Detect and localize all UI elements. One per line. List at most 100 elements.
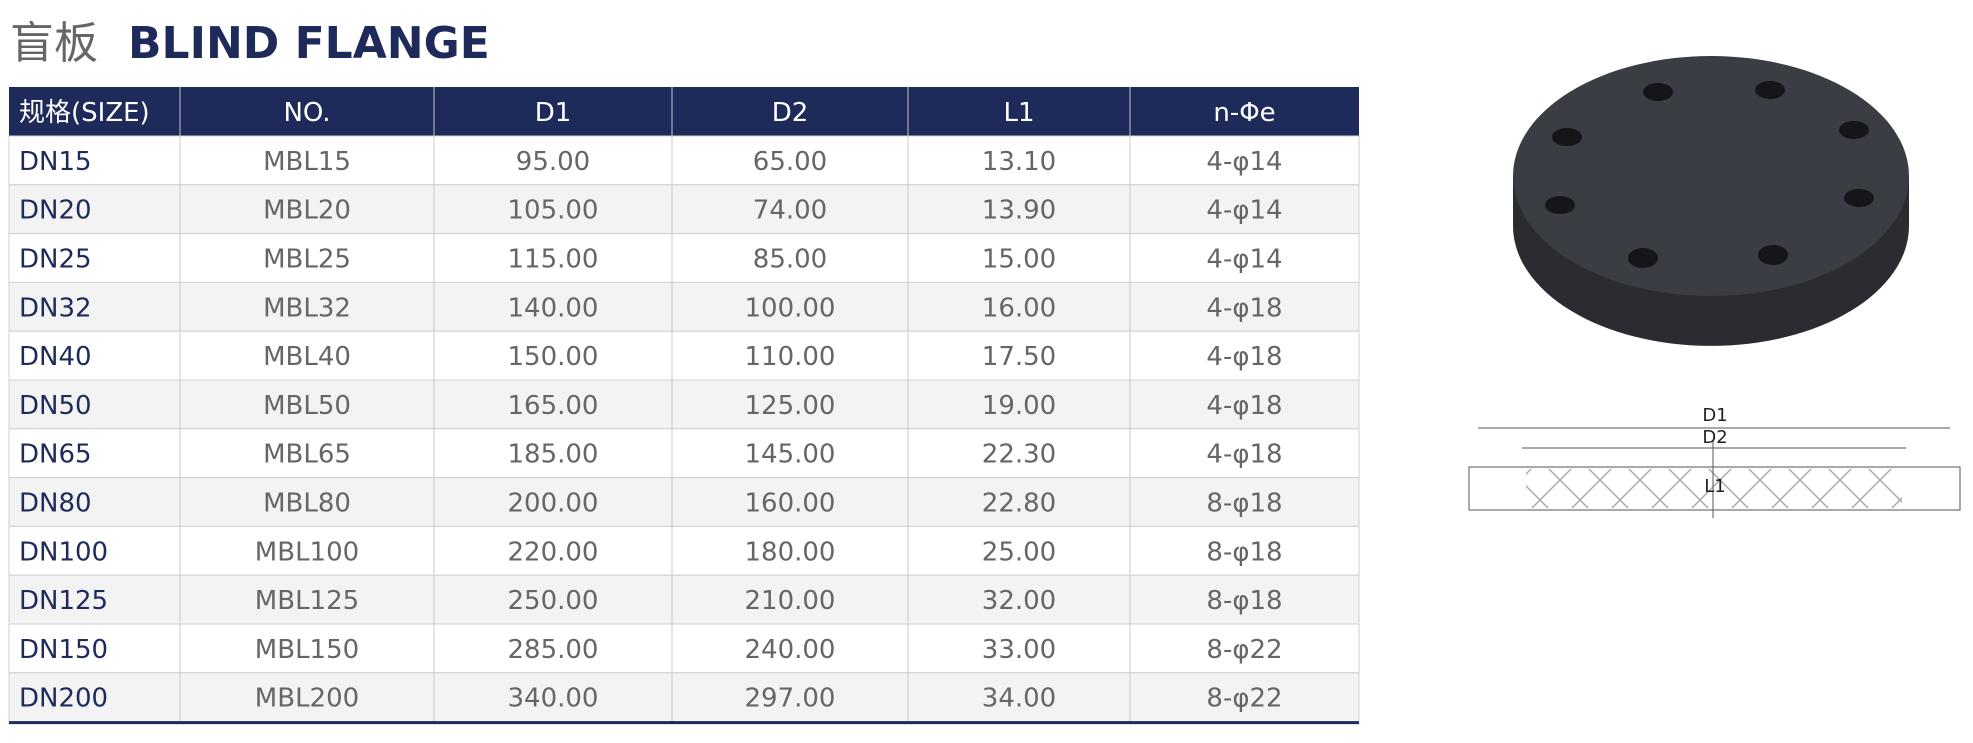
cell: 4-φ18: [1206, 293, 1282, 323]
cell: MBL65: [263, 440, 351, 470]
title-en: BLIND FLANGE: [128, 18, 490, 69]
cell: 105.00: [508, 196, 599, 226]
section-drawing: [1468, 427, 1961, 518]
cell: 8-φ18: [1206, 489, 1282, 519]
cell: 125.00: [745, 391, 836, 421]
cell: 185.00: [508, 440, 599, 470]
cell: 140.00: [508, 293, 599, 323]
row-bg: [8, 281, 1360, 332]
column-header: D1: [535, 98, 572, 128]
cell: MBL200: [255, 684, 359, 714]
row-bg: [8, 330, 1360, 381]
flange-photo: [1513, 56, 1909, 346]
cell: 22.30: [982, 440, 1056, 470]
cell: 8-φ22: [1206, 635, 1282, 665]
row-bg: [8, 623, 1360, 674]
cell: 297.00: [745, 684, 836, 714]
cell: 115.00: [508, 245, 599, 275]
cell: MBL80: [263, 489, 351, 519]
cell: 22.80: [982, 489, 1056, 519]
cell: MBL25: [263, 245, 351, 275]
cell: DN125: [19, 586, 108, 616]
cell: 8-φ18: [1206, 537, 1282, 567]
cell: 19.00: [982, 391, 1056, 421]
cell: 17.50: [982, 342, 1056, 372]
dimension-label: L1: [1704, 476, 1725, 497]
cell: MBL40: [263, 342, 351, 372]
cell: 8-φ22: [1206, 684, 1282, 714]
cell: DN150: [19, 635, 108, 665]
row-bg: [8, 233, 1360, 283]
row-bg: [8, 672, 1360, 723]
cell: 32.00: [982, 586, 1056, 616]
cell: DN50: [19, 391, 92, 421]
cell: MBL32: [263, 293, 351, 323]
cell: 200.00: [508, 489, 599, 519]
dimension-label: D2: [1702, 427, 1727, 448]
spec-table: 规格(SIZE) NO. D1 D2 L1 n-Φe DN15 MBL15 95.00 65.00…: [8, 87, 1360, 725]
cell: 220.00: [508, 537, 599, 567]
row-bg: [8, 574, 1360, 625]
row-bg: [8, 135, 1360, 186]
cell: 16.00: [982, 293, 1056, 323]
column-header: D2: [772, 98, 809, 128]
cell: 34.00: [982, 684, 1056, 714]
cell: 95.00: [516, 147, 590, 177]
cell: 150.00: [508, 342, 599, 372]
cell: 100.00: [745, 293, 836, 323]
cell: DN40: [19, 342, 92, 372]
row-bg: [8, 477, 1360, 527]
cell: MBL150: [255, 635, 359, 665]
cell: 250.00: [508, 586, 599, 616]
cell: 180.00: [745, 537, 836, 567]
cell: 33.00: [982, 635, 1056, 665]
cell: 240.00: [745, 635, 836, 665]
cell: 4-φ18: [1206, 440, 1282, 470]
cell: 285.00: [508, 635, 599, 665]
cell: DN32: [19, 293, 92, 323]
dimension-label: D1: [1702, 405, 1727, 426]
cell: DN20: [19, 196, 92, 226]
cell: 210.00: [745, 586, 836, 616]
cell: MBL15: [263, 147, 351, 177]
cell: DN65: [19, 440, 92, 470]
cell: 65.00: [753, 147, 827, 177]
column-header: 规格(SIZE): [19, 98, 150, 128]
cell: 8-φ18: [1206, 586, 1282, 616]
cell: 25.00: [982, 537, 1056, 567]
cell: DN25: [19, 245, 92, 275]
cell: MBL50: [263, 391, 351, 421]
column-header: n-Φe: [1213, 98, 1275, 128]
cell: 4-φ14: [1206, 147, 1282, 177]
cell: MBL20: [263, 196, 351, 226]
cell: 340.00: [508, 684, 599, 714]
row-bg: [8, 525, 1360, 576]
cell: MBL125: [255, 586, 359, 616]
cell: 15.00: [982, 245, 1056, 275]
row-bg: [8, 184, 1360, 235]
cell: 74.00: [753, 196, 827, 226]
cell: 160.00: [745, 489, 836, 519]
column-header: NO.: [283, 98, 330, 128]
cell: 4-φ14: [1206, 245, 1282, 275]
cell: DN100: [19, 537, 108, 567]
cell: 4-φ18: [1206, 391, 1282, 421]
cell: 4-φ18: [1206, 342, 1282, 372]
title-cn: 盲板: [10, 18, 98, 69]
cell: DN200: [19, 684, 108, 714]
cell: 145.00: [745, 440, 836, 470]
row-bg: [8, 428, 1360, 479]
cell: 110.00: [745, 342, 836, 372]
cell: DN80: [19, 489, 92, 519]
cell: MBL100: [255, 537, 359, 567]
header-bg: [9, 87, 1359, 136]
cell: 13.10: [982, 147, 1056, 177]
column-header: L1: [1003, 98, 1034, 128]
cell: DN15: [19, 147, 92, 177]
cell: 13.90: [982, 196, 1056, 226]
cell: 85.00: [753, 245, 827, 275]
row-bg: [8, 379, 1360, 430]
cell: 165.00: [508, 391, 599, 421]
cell: 4-φ14: [1206, 196, 1282, 226]
